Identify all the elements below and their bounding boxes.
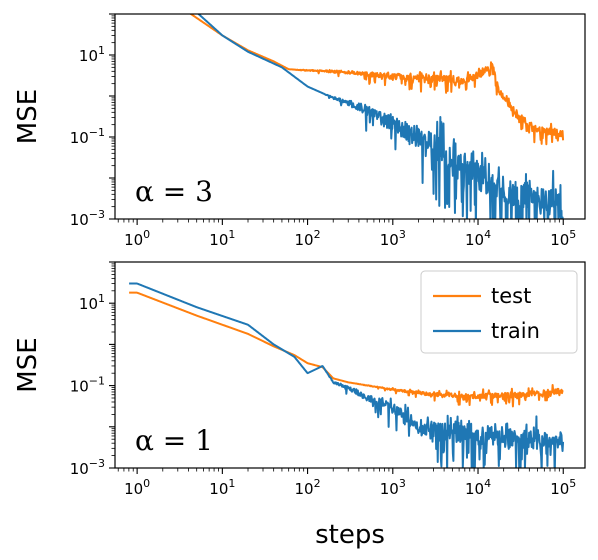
x-tick-exp: 2	[314, 228, 321, 241]
x-tick-label: 104	[465, 228, 491, 249]
y-tick-exp: −3	[89, 457, 105, 470]
x-axis-label-bottom: steps	[315, 520, 385, 550]
legend-box	[420, 270, 578, 354]
x-tick-label: 101	[209, 228, 235, 249]
x-tick-label: 100	[124, 228, 150, 249]
y-axis-label-bottom: MSE	[13, 337, 43, 392]
x-tick-base: 10	[550, 231, 569, 249]
y-tick-base: 10	[70, 378, 89, 396]
series-line-test-bottom	[128, 291, 564, 408]
x-tick-base: 10	[124, 231, 143, 249]
x-tick-base: 10	[550, 480, 569, 498]
x-tick-exp: 0	[143, 477, 150, 490]
x-tick-label: 101	[209, 477, 235, 498]
x-tick-base: 10	[295, 231, 314, 249]
y-tick-label: 10−1	[70, 126, 105, 147]
x-tick-exp: 0	[143, 228, 150, 241]
x-tick-base: 10	[465, 231, 484, 249]
y-tick-base: 10	[70, 460, 89, 478]
x-tick-exp: 2	[314, 477, 321, 490]
x-tick-label: 104	[465, 477, 491, 498]
alpha-annotation-bottom: α = 1	[135, 424, 213, 457]
x-tick-exp: 1	[228, 477, 235, 490]
y-tick-exp: −1	[89, 375, 105, 388]
y-tick-exp: 1	[98, 44, 105, 57]
axes-frame-bottom	[114, 261, 586, 469]
x-tick-label: 102	[295, 228, 321, 249]
x-tick-exp: 5	[569, 228, 576, 241]
x-tick-base: 10	[124, 480, 143, 498]
axes-frame-top	[114, 13, 586, 220]
y-tick-base: 10	[70, 211, 89, 229]
x-tick-exp: 5	[569, 477, 576, 490]
x-tick-label: 103	[380, 477, 406, 498]
x-tick-base: 10	[209, 480, 228, 498]
x-axis-bottom: 100 101 102 103 104 105	[117, 468, 576, 498]
legend-label-train: train	[491, 319, 540, 343]
x-tick-base: 10	[380, 231, 399, 249]
x-tick-label: 105	[550, 477, 576, 498]
x-tick-exp: 3	[399, 477, 406, 490]
x-tick-exp: 1	[228, 228, 235, 241]
x-axis-top: 100 101 102 103 104 105	[117, 219, 576, 249]
y-tick-label: 10−1	[70, 375, 105, 396]
x-tick-base: 10	[295, 480, 314, 498]
y-tick-base: 10	[79, 295, 98, 313]
y-tick-label: 10−3	[70, 208, 105, 229]
x-tick-base: 10	[380, 480, 399, 498]
y-tick-label: 101	[79, 292, 105, 313]
plot-area-top	[189, 14, 565, 219]
y-tick-exp: −3	[89, 208, 105, 221]
x-tick-label: 105	[550, 228, 576, 249]
y-tick-label: 10−3	[70, 457, 105, 478]
y-tick-label: 101	[79, 44, 105, 65]
y-tick-exp: 1	[98, 292, 105, 305]
x-tick-label: 100	[124, 477, 150, 498]
series-line-train-bottom	[128, 282, 565, 468]
y-tick-exp: −1	[89, 126, 105, 139]
y-tick-base: 10	[70, 129, 89, 147]
series-line-train-top	[197, 14, 564, 219]
series-line-test-top	[189, 14, 565, 146]
plot-area-bottom	[128, 282, 565, 468]
x-tick-exp: 4	[484, 477, 491, 490]
x-tick-label: 103	[380, 228, 406, 249]
legend-label-test: test	[491, 284, 531, 308]
x-tick-label: 102	[295, 477, 321, 498]
legend: test train	[420, 270, 578, 354]
x-tick-base: 10	[465, 480, 484, 498]
x-tick-base: 10	[209, 231, 228, 249]
y-axis-label-top: MSE	[13, 89, 43, 144]
y-tick-base: 10	[79, 47, 98, 65]
x-tick-exp: 4	[484, 228, 491, 241]
alpha-annotation-top: α = 3	[135, 175, 213, 208]
x-tick-exp: 3	[399, 228, 406, 241]
